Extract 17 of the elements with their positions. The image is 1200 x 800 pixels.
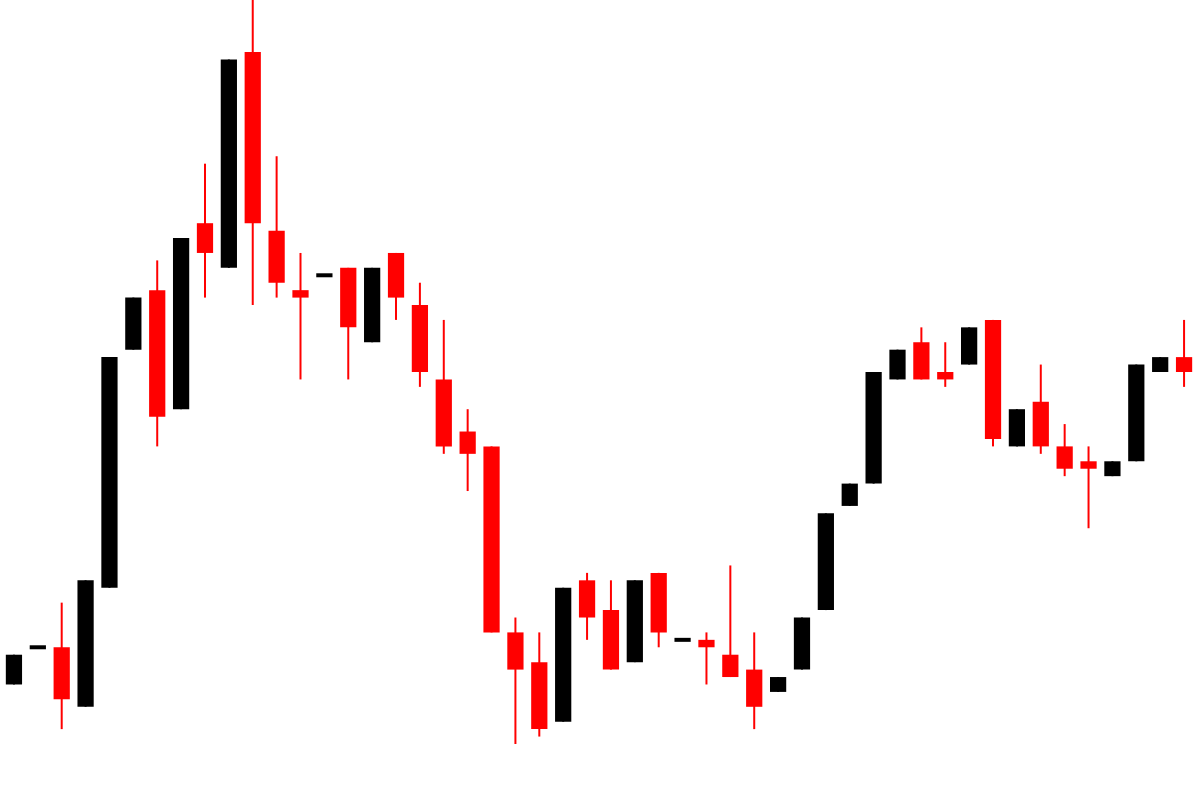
candlestick xyxy=(746,631,763,731)
candlestick xyxy=(292,251,309,381)
candlestick xyxy=(722,564,739,679)
candlestick xyxy=(387,251,405,321)
candlestick xyxy=(1056,423,1073,478)
candlestick xyxy=(1080,445,1097,530)
candlestick xyxy=(507,616,524,745)
candlestick xyxy=(913,326,930,381)
candlestick xyxy=(698,631,715,686)
candlestick xyxy=(578,571,596,641)
candlestick xyxy=(459,408,476,493)
candlestick xyxy=(937,341,954,388)
candlestick xyxy=(1008,408,1026,448)
candlestick xyxy=(1032,363,1049,455)
candlestick xyxy=(961,326,978,366)
candlestick xyxy=(196,162,214,299)
candlestick xyxy=(1175,318,1193,388)
